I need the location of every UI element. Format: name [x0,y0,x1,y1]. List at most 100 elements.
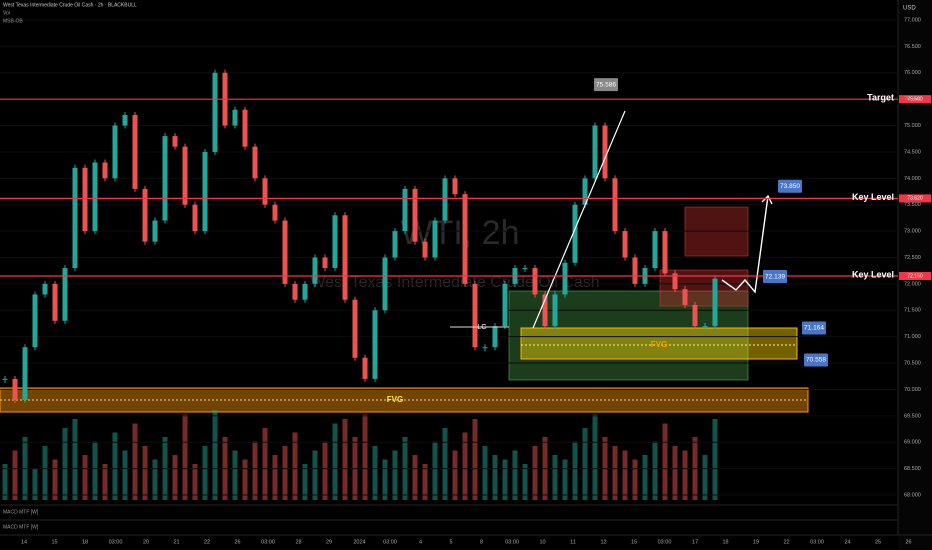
candle [692,305,698,327]
candle [572,204,578,263]
time-tick-label: 24 [844,539,850,545]
level-badge-text: 72.150 [907,273,923,279]
level-name: Target [867,93,894,103]
volume-bar [112,432,118,500]
volume-bar [142,446,148,500]
target-label: 71.164 [804,325,824,332]
candle [322,257,328,269]
candle [532,268,538,295]
volume-bar [182,414,188,500]
price-tick-label: 74.500 [904,149,921,155]
time-tick-label: 03:00 [383,539,397,545]
volume-bar [72,419,78,500]
candle [502,283,508,327]
volume-bar [642,455,648,500]
volume-bar [12,450,18,500]
price-tick-label: 76.000 [904,70,921,76]
time-tick-label: 25 [875,539,881,545]
drawings [450,110,773,329]
candle [32,294,38,348]
time-tick-label: 03:00 [109,539,123,545]
time-tick-label: 5 [449,539,452,545]
volume-bar [262,428,268,500]
volume-bar [252,441,258,500]
volume-bar [482,446,488,500]
time-tick-label: 19 [753,539,759,545]
volume-bar [122,450,128,500]
candle [562,262,568,295]
volume-bar [292,432,298,500]
price-tick-label: 69.000 [904,440,921,446]
candle [192,204,198,232]
candle [702,326,708,328]
volume-bar [192,464,198,500]
volume-bar [282,446,288,500]
candle [442,178,448,221]
candle [242,109,248,147]
volume-bar [492,455,498,500]
volume-bar [232,450,238,500]
candle [112,125,118,179]
time-tick-label: 8 [480,539,483,545]
time-tick-label: 03:00 [505,539,519,545]
pane-label: MACD MTF [W] [3,509,39,515]
arrow-head [761,194,773,205]
time-tick-label: 22 [783,539,789,545]
candle [392,231,398,258]
indicator-label: MSB-OB [3,18,23,24]
time-tick-label: 14 [21,539,27,545]
candle [462,194,468,284]
trend-line [532,110,626,329]
volume-bar [242,459,248,500]
price-tick-label: 69.500 [904,413,921,419]
volume-bar [592,414,598,500]
volume-bar [392,450,398,500]
volume-bar [582,428,588,500]
volume-bar [432,441,438,500]
volume-bar [82,455,88,500]
price-tick-label: 72.000 [904,281,921,287]
target-badge [802,321,826,335]
price-tick-label: 68.500 [904,466,921,472]
axes: 68.000 68.500 69.000 69.500 70.000 70.500 71.0… [21,17,921,545]
candle [342,215,348,300]
volume-bar [572,441,578,500]
level-badge-text: 75.500 [907,96,923,102]
volume-bar [622,450,628,500]
candle [712,278,718,327]
candle [382,257,388,311]
price-tick-label: 74.000 [904,176,921,182]
price-tick-label: 72.500 [904,255,921,261]
volume-bar [682,450,688,500]
candle [432,220,438,258]
candle [672,273,678,290]
candle [72,167,78,269]
volume-bar [362,414,368,500]
candle [492,326,498,348]
price-tick-label: 77.000 [904,17,921,23]
volume-bar [532,446,538,500]
volume-bar [322,441,328,500]
candle [652,231,658,269]
candle [312,257,318,284]
volume-bar [422,464,428,500]
time-tick-label: 15 [51,539,57,545]
volume-bar [132,423,138,500]
level-badge [899,194,931,203]
candle [82,167,88,232]
price-tick-label: 70.500 [904,361,921,367]
target-badge [778,179,802,193]
candle [622,231,628,258]
volume-bar [442,428,448,500]
target-badge [804,353,828,367]
candles [2,69,718,403]
volume-bar [42,446,48,500]
time-tick-label: 22 [204,539,210,545]
indicator-label: Vol [3,10,10,16]
candle [142,188,148,242]
candle [12,378,18,400]
time-tick-label: 20 [143,539,149,545]
volume-bar [632,459,638,500]
candle [352,299,358,358]
